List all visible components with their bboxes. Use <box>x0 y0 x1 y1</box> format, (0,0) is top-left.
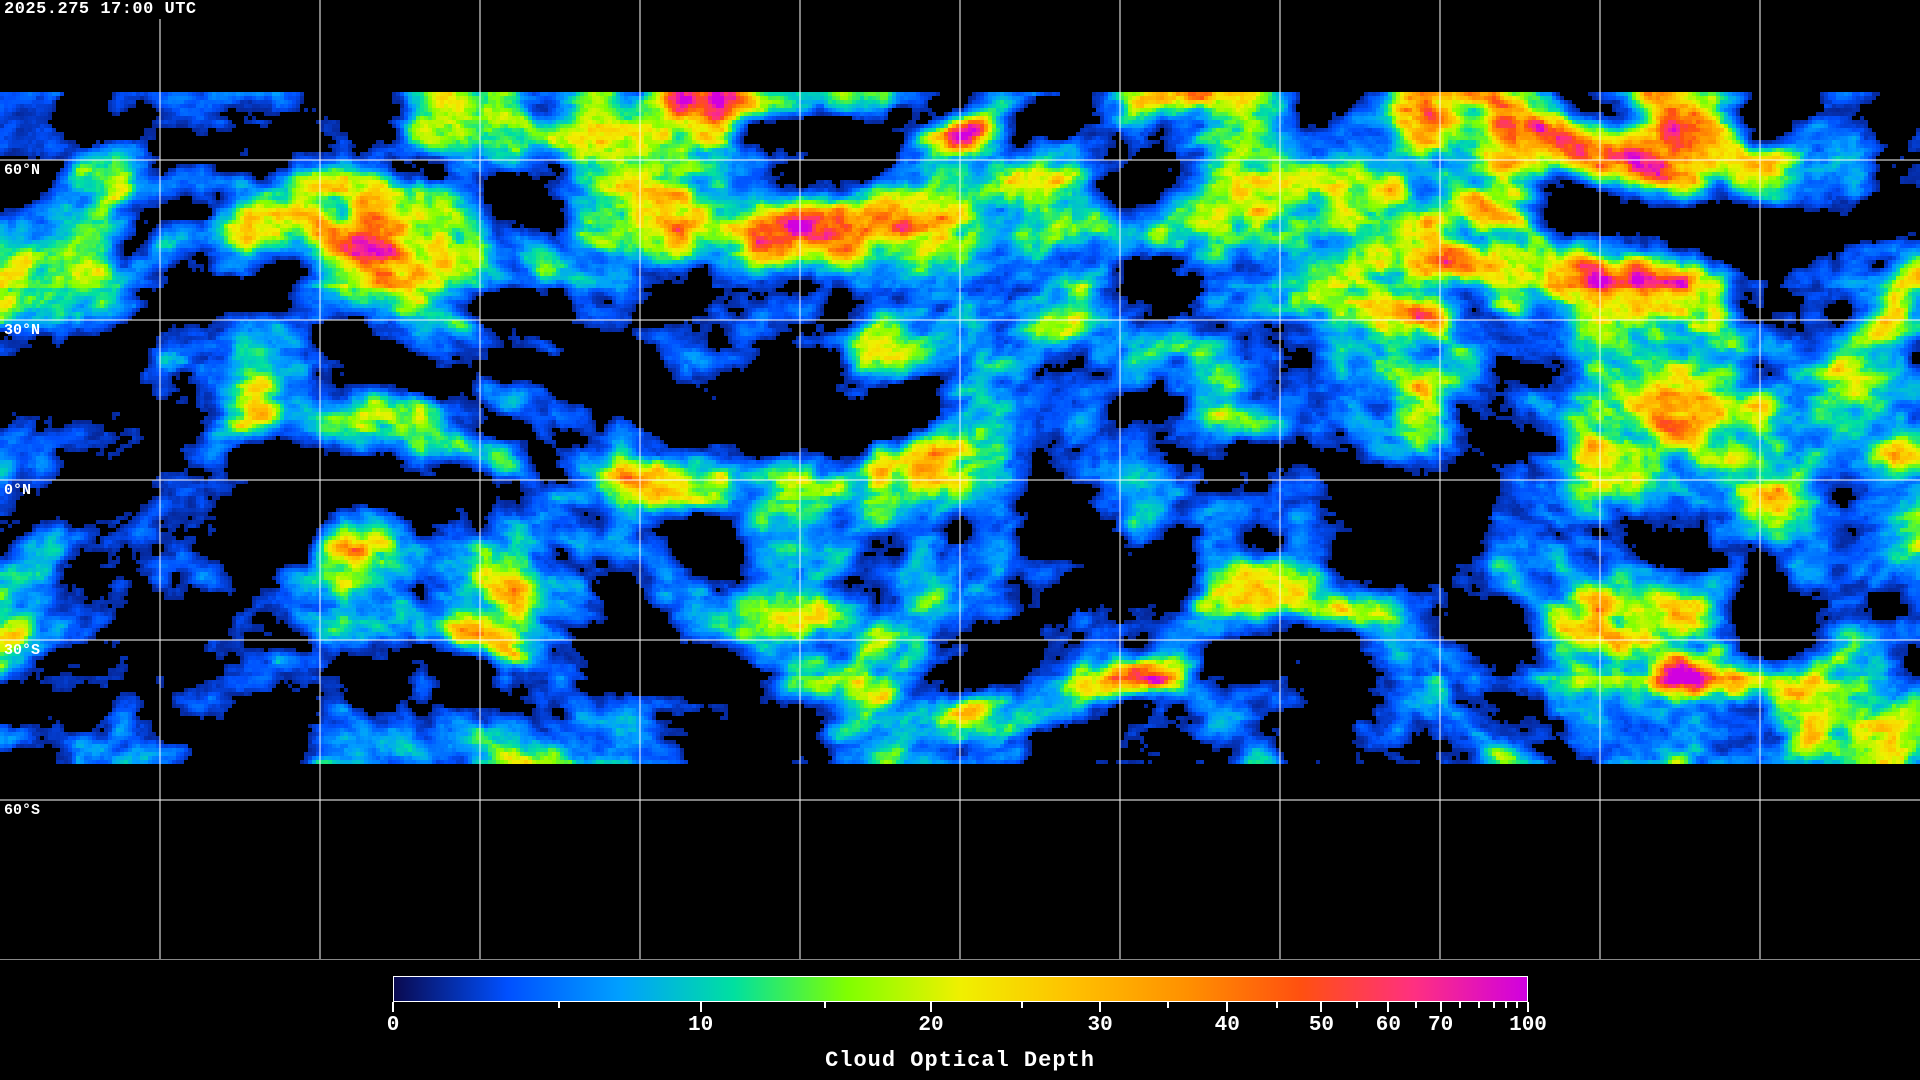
tick-label: 60 <box>1375 1014 1401 1037</box>
tick-label: 100 <box>1509 1014 1547 1037</box>
major-tick <box>1320 1002 1323 1012</box>
tick-label: 10 <box>687 1014 714 1037</box>
lat-label-60s: 60°S <box>4 802 41 819</box>
tick-label: 50 <box>1308 1014 1335 1037</box>
tick-label: 70 <box>1427 1014 1454 1037</box>
tick-label: 20 <box>918 1014 944 1037</box>
minor-tick <box>1167 1002 1170 1008</box>
colorbar-ticks: 0 10 20 30 40 50 60 70 100 <box>387 1002 1547 1062</box>
major-tick <box>392 1002 394 1012</box>
minor-tick <box>557 1002 560 1008</box>
minor-tick <box>1458 1002 1461 1008</box>
major-tick <box>1099 1002 1102 1012</box>
major-tick <box>1387 1002 1390 1012</box>
lat-label-60n: 60°N <box>4 162 41 179</box>
major-tick <box>1226 1002 1229 1012</box>
tick-label: 0 <box>386 1014 400 1037</box>
lat-label-30n: 30°N <box>4 322 41 339</box>
major-tick <box>929 1002 932 1012</box>
minor-tick <box>1515 1002 1518 1008</box>
minor-tick <box>1492 1002 1495 1008</box>
minor-tick <box>1478 1002 1481 1008</box>
lat-label-30s: 30°S <box>4 642 41 659</box>
timestamp: 2025.275 17:00 UTC <box>2 0 199 19</box>
minor-tick <box>1414 1002 1417 1008</box>
colorbar <box>393 976 1528 1002</box>
major-tick <box>1439 1002 1442 1012</box>
tick-label: 40 <box>1214 1014 1240 1037</box>
lat-label-0n: 0°N <box>4 482 32 499</box>
minor-tick <box>1276 1002 1279 1008</box>
minor-tick <box>1020 1002 1023 1008</box>
map-bottom-border <box>0 959 1920 960</box>
major-tick <box>699 1002 702 1012</box>
tick-label: 30 <box>1087 1014 1113 1037</box>
minor-tick <box>1505 1002 1508 1008</box>
lat-lon-grid <box>0 0 1920 960</box>
cloud-optical-depth-map: 2025.275 17:00 UTC 60°N 30°N 0°N 30°S 60… <box>0 0 1920 960</box>
colorbar-title: Cloud Optical Depth <box>825 1048 1095 1073</box>
minor-tick <box>824 1002 827 1008</box>
major-tick <box>1527 1002 1529 1012</box>
minor-tick <box>1355 1002 1358 1008</box>
